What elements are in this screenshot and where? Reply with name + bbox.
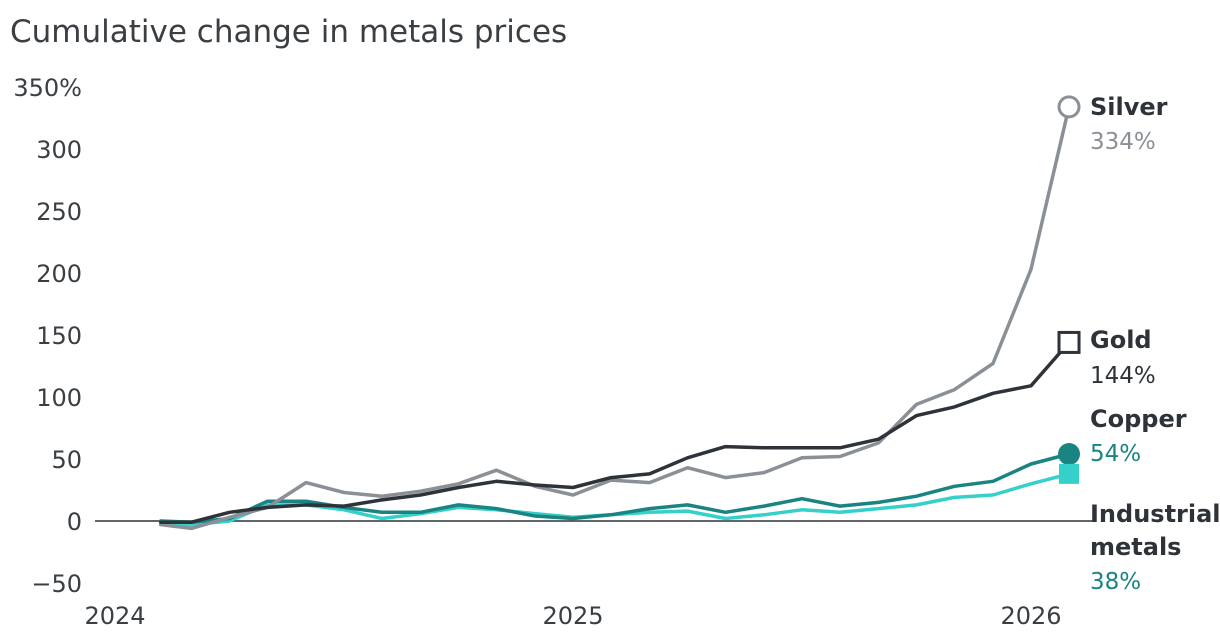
series-value-silver: 334% bbox=[1090, 129, 1156, 155]
x-axis: 2024 2025 2026 bbox=[84, 602, 1061, 630]
y-axis: 350% 300 250 200 150 100 50 0 −50 bbox=[13, 74, 82, 598]
end-marker-silver bbox=[1057, 95, 1081, 119]
y-tick-label: 100 bbox=[36, 384, 82, 412]
series-value-industrial-metals: 38% bbox=[1090, 569, 1141, 595]
end-marker-gold bbox=[1057, 330, 1081, 354]
series-name-copper: Copper bbox=[1090, 405, 1187, 433]
series-labels: Silver 334% Gold 144% Copper 54% Industrial met… bbox=[1090, 93, 1220, 595]
series-end-markers bbox=[1057, 95, 1081, 484]
y-tick-label: 150 bbox=[36, 322, 82, 350]
series-name-industrial-metals: Industrial bbox=[1090, 500, 1220, 528]
y-tick-label: 50 bbox=[51, 446, 82, 474]
x-tick-label: 2025 bbox=[542, 602, 603, 630]
series-value-gold: 144% bbox=[1090, 363, 1156, 389]
end-marker-industrial-metals bbox=[1059, 463, 1080, 484]
x-tick-label: 2026 bbox=[1000, 602, 1061, 630]
y-tick-label: 350% bbox=[13, 74, 82, 102]
series-name-silver: Silver bbox=[1090, 93, 1168, 121]
x-tick-label: 2024 bbox=[84, 602, 145, 630]
y-tick-label: 300 bbox=[36, 136, 82, 164]
series-value-copper: 54% bbox=[1090, 441, 1141, 467]
series-name-gold: Gold bbox=[1090, 326, 1152, 354]
y-tick-label: 0 bbox=[67, 508, 82, 536]
series-line-silver bbox=[159, 105, 1071, 531]
y-tick-label: −50 bbox=[31, 570, 82, 598]
end-marker-copper bbox=[1058, 443, 1081, 466]
series-lines bbox=[159, 105, 1071, 531]
chart-title: Cumulative change in metals prices bbox=[10, 14, 567, 50]
y-tick-label: 250 bbox=[36, 198, 82, 226]
y-tick-label: 200 bbox=[36, 260, 82, 288]
series-line-copper bbox=[159, 452, 1071, 524]
series-line-gold bbox=[159, 340, 1071, 524]
series-name-industrial-metals: metals bbox=[1090, 533, 1181, 561]
